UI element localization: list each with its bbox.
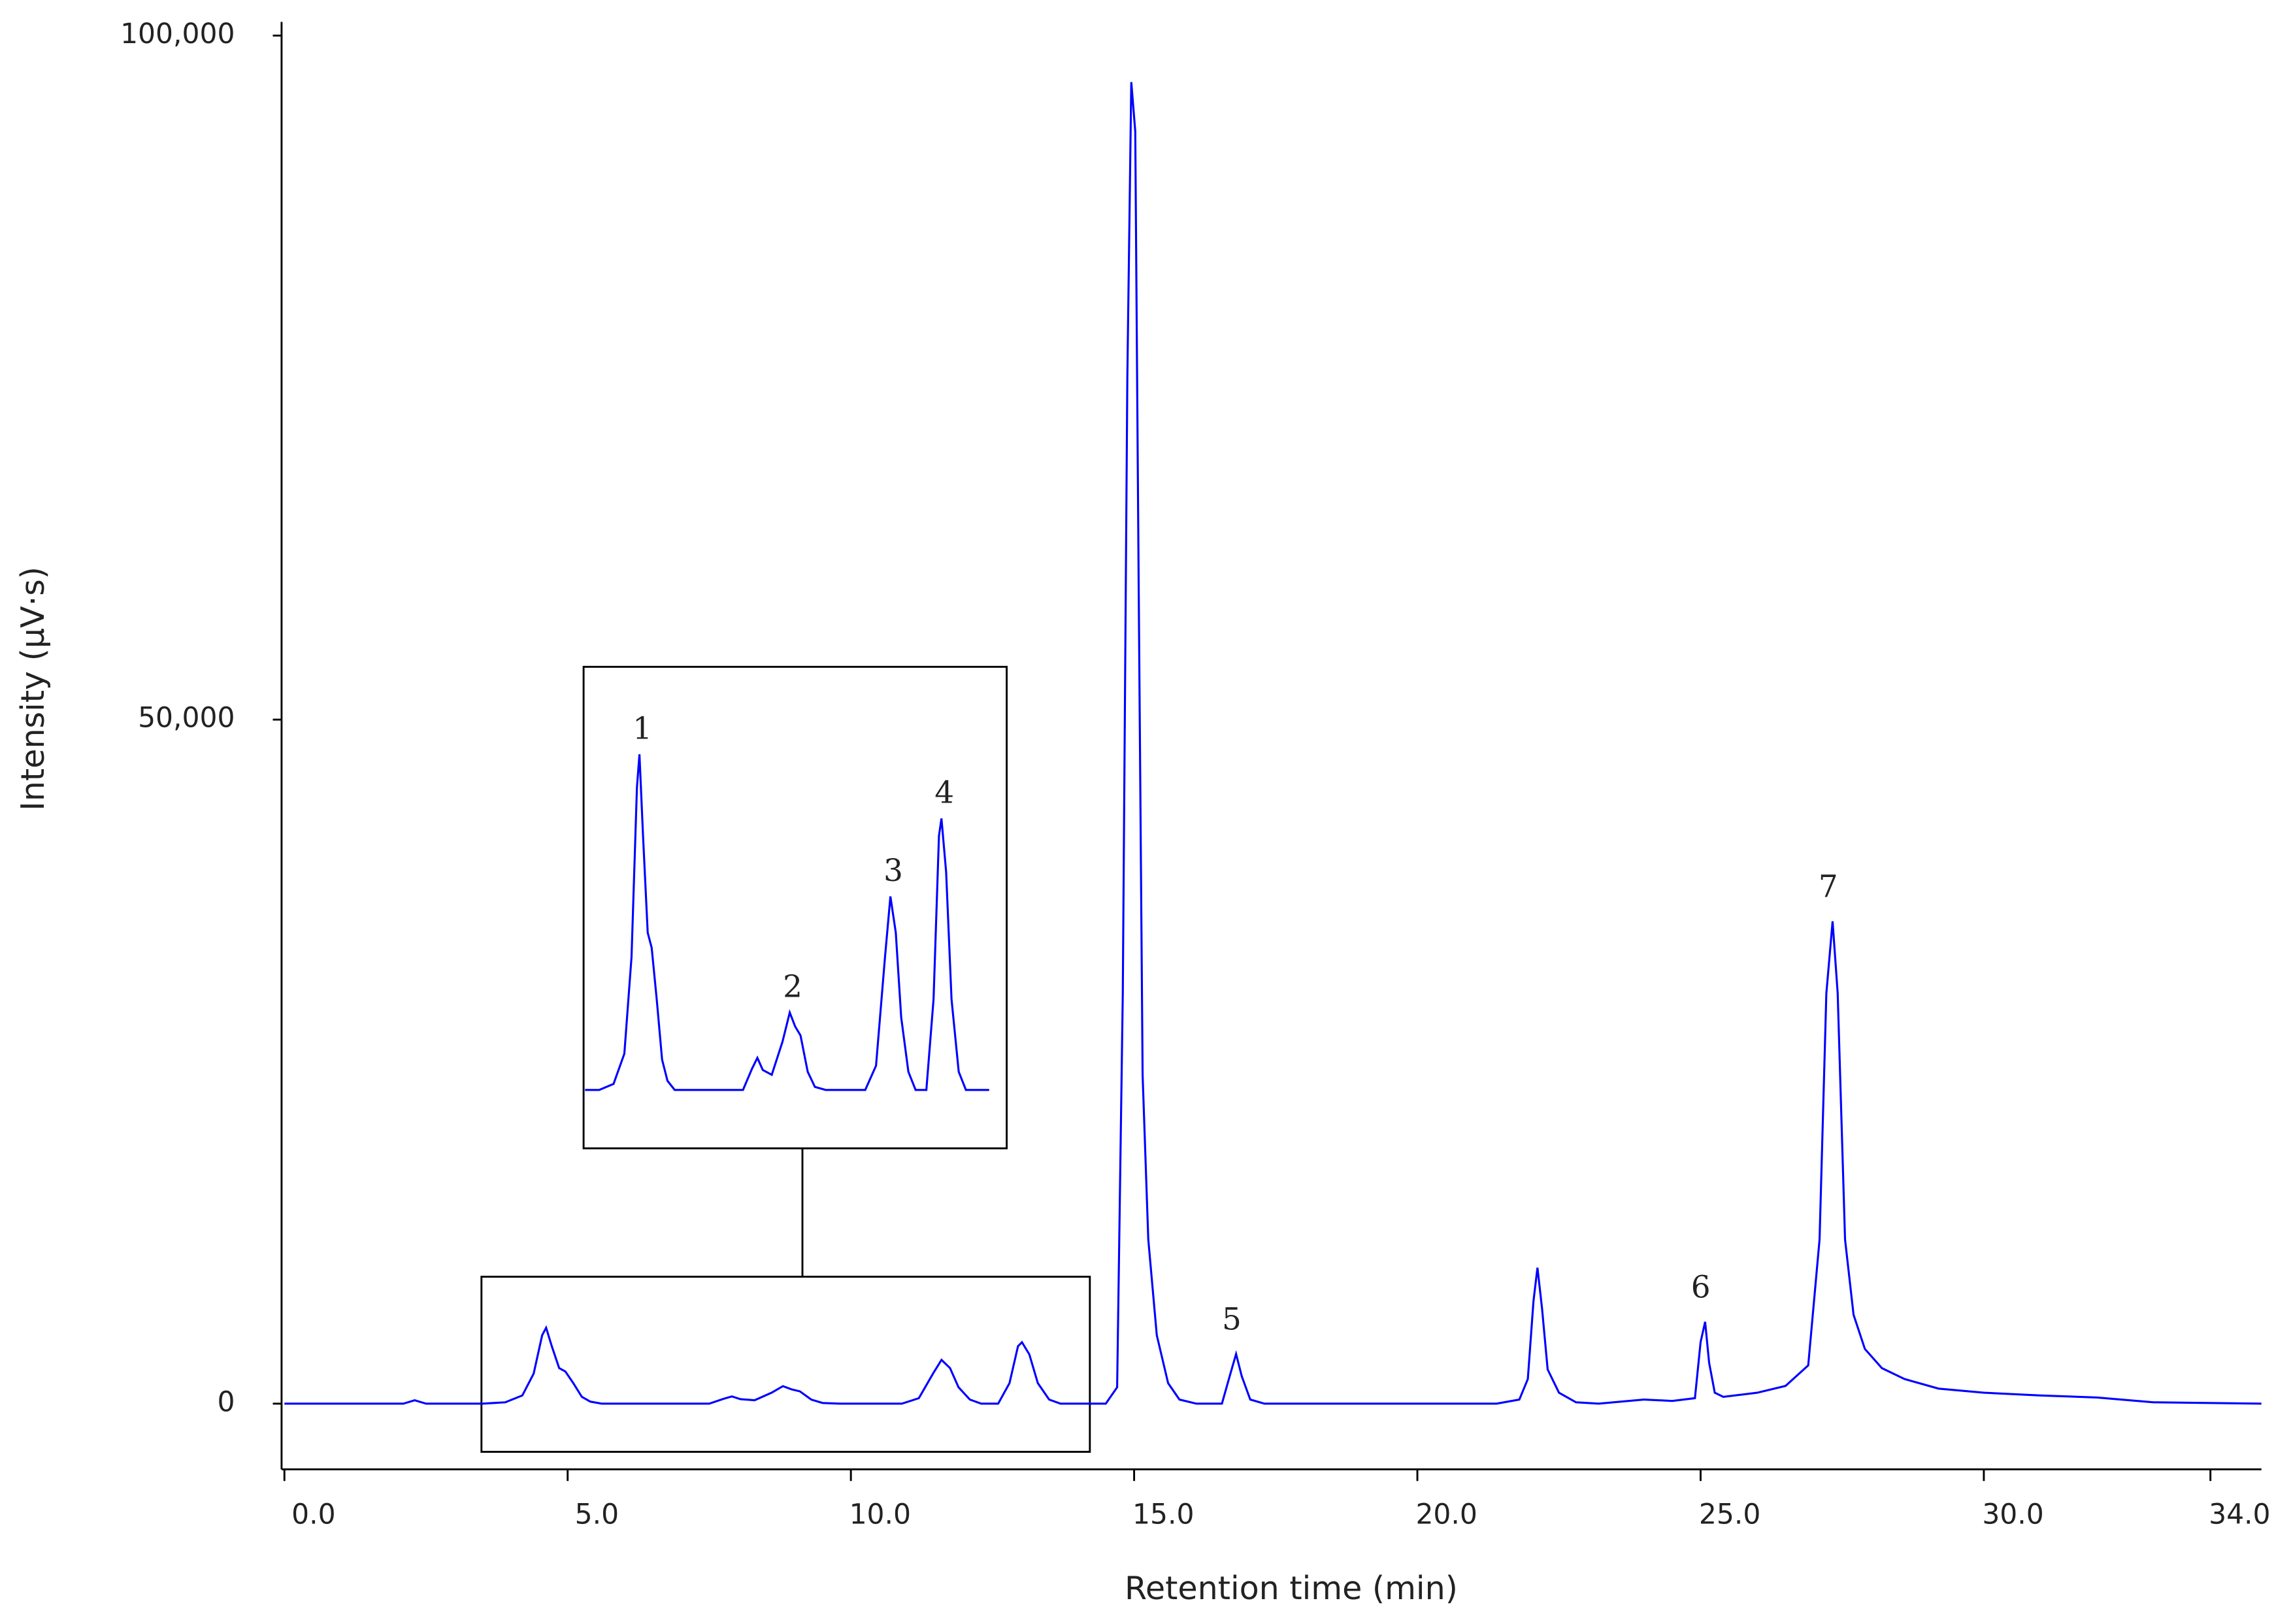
x-tick-label: 30.0 xyxy=(1982,1499,2043,1531)
zoom-region xyxy=(480,1276,1091,1453)
peak-label: 7 xyxy=(1819,869,1838,905)
y-tick-label: 100,000 xyxy=(120,18,235,50)
inset-frame xyxy=(582,665,1008,1150)
peak-label: 6 xyxy=(1691,1270,1711,1306)
x-tick-label: 34.0 xyxy=(2209,1499,2270,1531)
y-tick-label: 50,000 xyxy=(138,703,235,735)
peak-label: 5 xyxy=(1222,1302,1242,1338)
x-tick-label: 0.0 xyxy=(291,1499,335,1531)
x-tick-label: 10.0 xyxy=(849,1499,911,1531)
x-tick-label: 15.0 xyxy=(1132,1499,1194,1531)
inset-peak-label: 2 xyxy=(783,969,802,1005)
inset-peak-label: 4 xyxy=(934,775,954,811)
y-axis-title: Intensity (µV·s) xyxy=(14,567,52,811)
inset-line xyxy=(585,754,989,1091)
x-tick-label: 25.0 xyxy=(1699,1499,1760,1531)
y-tick-label: 0 xyxy=(217,1386,235,1418)
x-axis-title: Retention time (min) xyxy=(1125,1569,1458,1607)
x-tick-label: 5.0 xyxy=(575,1499,619,1531)
inset-peak-label: 3 xyxy=(883,853,903,889)
line xyxy=(284,82,2262,1405)
x-tick-label: 20.0 xyxy=(1415,1499,1477,1531)
inset-peak-label: 1 xyxy=(633,711,652,747)
